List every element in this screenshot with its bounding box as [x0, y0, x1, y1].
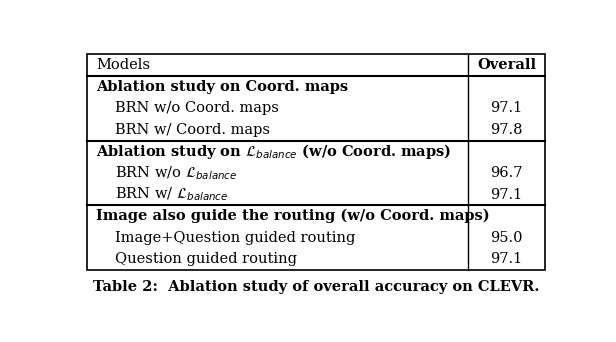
Text: Image also guide the routing (w/o Coord. maps): Image also guide the routing (w/o Coord.… — [96, 209, 490, 223]
Text: BRN w/o $\mathcal{L}_{balance}$: BRN w/o $\mathcal{L}_{balance}$ — [115, 164, 237, 182]
Text: BRN w/ Coord. maps: BRN w/ Coord. maps — [115, 123, 270, 137]
Text: Overall: Overall — [477, 58, 536, 72]
Text: Table 2:  Ablation study of overall accuracy on CLEVR.: Table 2: Ablation study of overall accur… — [92, 280, 539, 294]
Text: Ablation study on Coord. maps: Ablation study on Coord. maps — [96, 80, 348, 94]
Text: BRN w/o Coord. maps: BRN w/o Coord. maps — [115, 101, 279, 115]
Text: 97.1: 97.1 — [490, 252, 523, 266]
Text: Image+Question guided routing: Image+Question guided routing — [115, 231, 355, 245]
Text: 96.7: 96.7 — [490, 166, 523, 180]
Text: Ablation study on $\mathcal{L}_{balance}$ (w/o Coord. maps): Ablation study on $\mathcal{L}_{balance}… — [96, 142, 452, 161]
Text: BRN w/ $\mathcal{L}_{balance}$: BRN w/ $\mathcal{L}_{balance}$ — [115, 186, 229, 203]
Text: Question guided routing: Question guided routing — [115, 252, 297, 266]
Text: 97.1: 97.1 — [490, 187, 523, 201]
Text: 97.8: 97.8 — [490, 123, 523, 137]
Text: Models: Models — [96, 58, 150, 72]
Text: 97.1: 97.1 — [490, 101, 523, 115]
Text: 95.0: 95.0 — [490, 231, 523, 245]
